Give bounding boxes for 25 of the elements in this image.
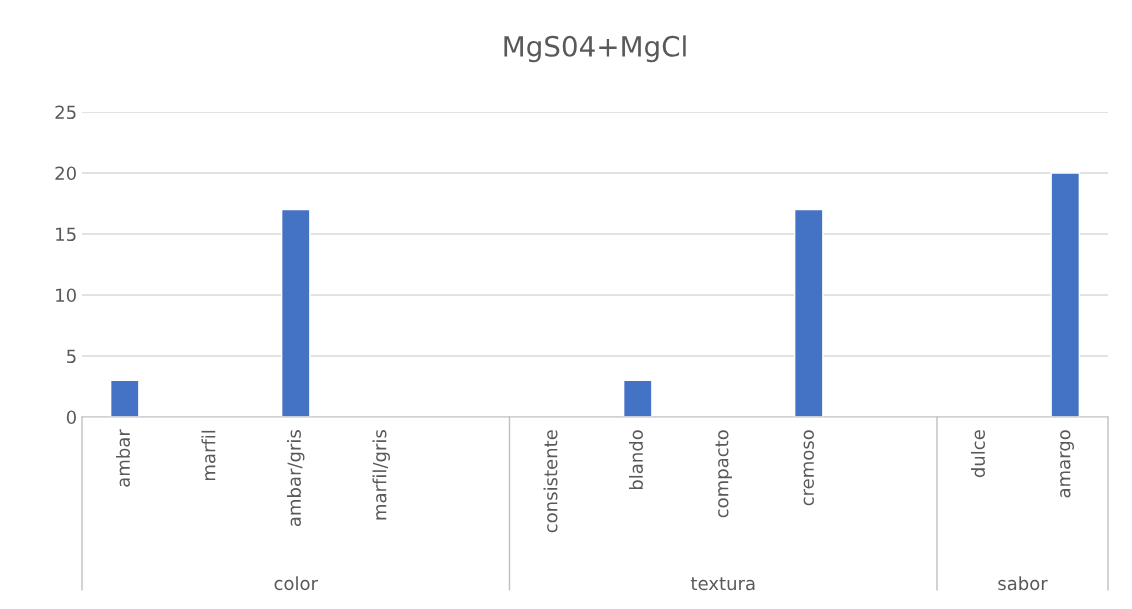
bar	[622, 379, 653, 417]
y-tick-label: 20	[55, 166, 76, 181]
text: textura	[690, 577, 755, 591]
text: sabor	[998, 576, 1048, 591]
text: color	[274, 576, 318, 591]
x-tick-label: marfil	[201, 430, 216, 481]
bar	[109, 379, 140, 417]
bar	[280, 208, 311, 417]
y-tick-label: 15	[56, 227, 76, 242]
y-tick-label: 25	[55, 105, 76, 120]
x-tick-label: compacto	[715, 430, 732, 518]
x-tick-label: ambar/gris	[287, 430, 305, 527]
bar	[1050, 172, 1081, 417]
x-tick-label: consistente	[543, 430, 558, 533]
x-tick-label: amargo	[1060, 430, 1074, 498]
y-tick-label: 10	[56, 288, 76, 303]
bar	[793, 208, 824, 417]
y-tick-label: 5	[67, 349, 76, 364]
x-tick-label: dulce	[971, 430, 985, 478]
x-tick-label: marfil/gris	[372, 430, 390, 520]
chart-title: MgS04+MgCl	[504, 35, 686, 63]
x-tick-label: ambar	[116, 429, 130, 487]
x-tick-label: blando	[629, 430, 643, 490]
y-tick-label: 0	[66, 410, 76, 425]
x-tick-label: cremoso	[803, 430, 814, 506]
